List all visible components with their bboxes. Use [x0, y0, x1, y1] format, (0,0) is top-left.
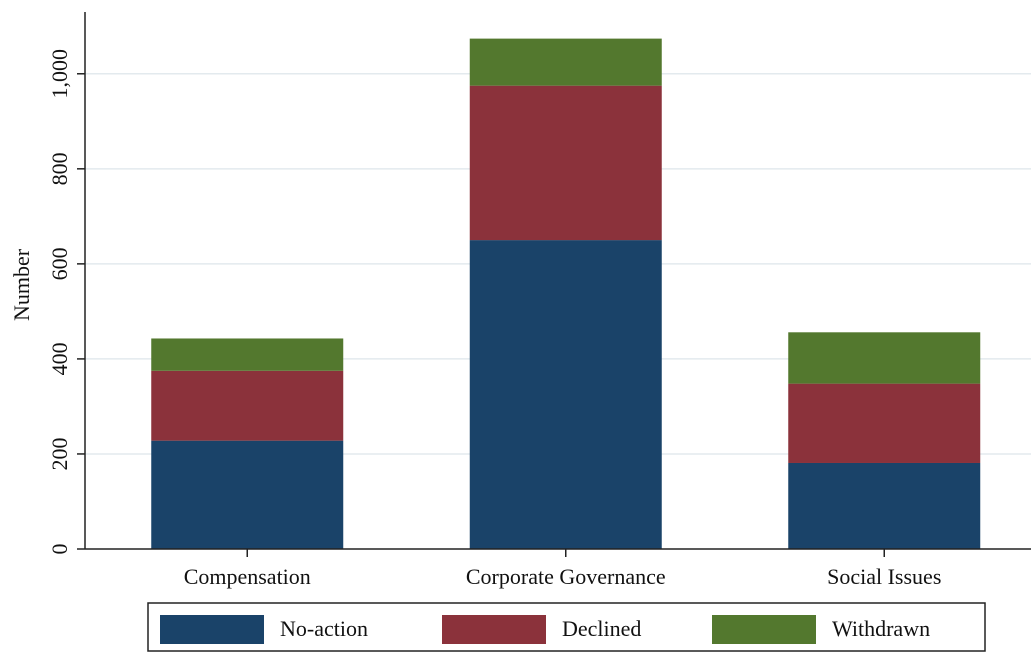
y-tick-label: 1,000: [47, 49, 72, 99]
bar-segment: [788, 383, 981, 463]
legend-swatch: [712, 615, 816, 644]
y-tick-label: 400: [47, 342, 72, 375]
y-axis-label: Number: [9, 248, 34, 321]
legend-box: [147, 602, 986, 652]
y-tick-label: 0: [47, 544, 72, 555]
y-tick-label: 200: [47, 437, 72, 470]
bar-segment: [151, 370, 344, 441]
legend-swatch: [442, 615, 546, 644]
legend-label: Withdrawn: [832, 616, 930, 641]
bar-segment: [469, 240, 662, 549]
bar-segment: [151, 440, 344, 549]
bar-segment: [469, 85, 662, 241]
y-tick-label: 600: [47, 247, 72, 280]
legend-swatch: [160, 615, 264, 644]
x-tick-label: Corporate Governance: [466, 564, 666, 589]
bar-segment: [788, 332, 981, 384]
bar-segment: [151, 338, 344, 371]
bar-segment: [788, 462, 981, 549]
bar-segment: [469, 38, 662, 86]
x-tick-label: Compensation: [184, 564, 311, 589]
y-tick-label: 800: [47, 152, 72, 185]
legend-label: No-action: [280, 616, 368, 641]
legend-label: Declined: [562, 616, 641, 641]
x-tick-label: Social Issues: [827, 564, 941, 589]
